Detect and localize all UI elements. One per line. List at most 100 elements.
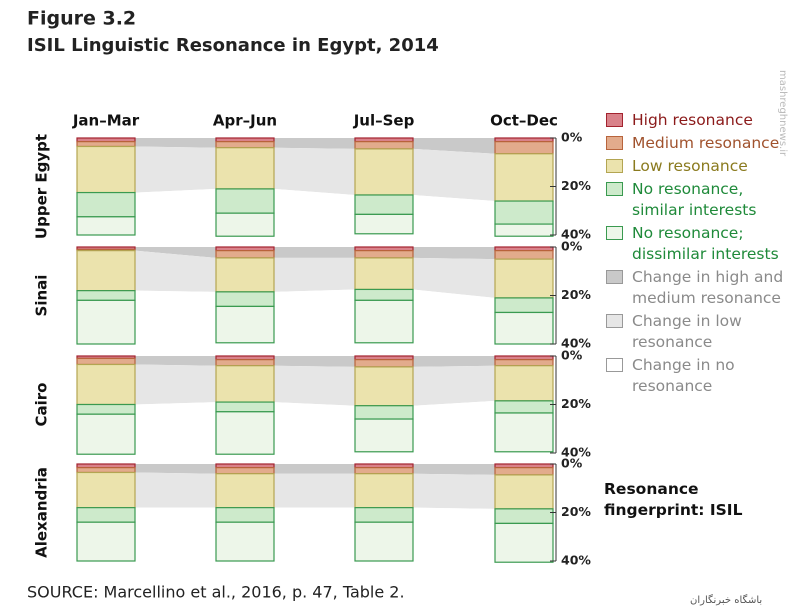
- legend-item: Change in no resonance: [604, 355, 794, 397]
- legend-swatch: [606, 314, 623, 328]
- change-band: [413, 138, 495, 154]
- bar-segment: [76, 357, 136, 366]
- bar-segment: [354, 141, 414, 150]
- bar-segment: [494, 258, 554, 299]
- change-band: [135, 188, 216, 237]
- bar-segment: [494, 412, 554, 453]
- legend-label: Low resonance: [632, 157, 748, 175]
- legend-swatch: [606, 136, 623, 150]
- change-band: [135, 364, 216, 405]
- change-band: [274, 464, 355, 474]
- legend-label: No resonance; dissimilar interests: [632, 224, 779, 263]
- change-band: [413, 356, 495, 367]
- change-band: [413, 464, 495, 475]
- bar-segment: [494, 141, 554, 155]
- panel-label: Alexandria: [33, 467, 51, 558]
- change-band: [135, 146, 216, 193]
- panel-label: Upper Egypt: [33, 134, 51, 239]
- change-band: [274, 473, 355, 508]
- legend-swatch: [606, 159, 623, 173]
- bar-segment: [215, 291, 275, 308]
- bar-segment: [215, 359, 275, 367]
- bar-segment: [215, 473, 275, 509]
- bar-segment: [354, 507, 414, 523]
- change-band: [413, 194, 495, 237]
- change-band: [413, 473, 495, 509]
- bar-segment: [76, 191, 136, 218]
- x-category-label: Jul–Sep: [353, 112, 415, 130]
- legend-item: Change in high and medium resonance: [604, 267, 794, 309]
- change-band: [135, 472, 216, 508]
- bar-segment: [215, 365, 275, 403]
- change-band: [413, 507, 495, 563]
- change-band: [274, 289, 355, 343]
- bar-segment: [354, 366, 414, 407]
- x-category-label: Jan–Mar: [72, 112, 140, 130]
- bar-segment: [76, 413, 136, 455]
- bar-segment: [494, 297, 554, 314]
- bar-segment: [354, 299, 414, 344]
- bar-segment: [76, 290, 136, 301]
- bar-segment: [76, 521, 136, 562]
- legend-label: High resonance: [632, 111, 753, 129]
- y-tick-label: 40%: [561, 336, 591, 351]
- bar-segment: [215, 401, 275, 413]
- y-tick-label: 20%: [561, 178, 591, 193]
- bar-segment: [76, 250, 136, 292]
- bar-segment: [354, 418, 414, 453]
- bar-segment: [76, 467, 136, 474]
- bar-segment: [215, 305, 275, 344]
- change-band: [135, 356, 216, 366]
- bar-segment: [76, 299, 136, 345]
- change-band: [413, 247, 495, 260]
- bar-segment: [215, 250, 275, 259]
- bar-segment: [215, 507, 275, 523]
- y-tick-label: 0%: [561, 239, 583, 254]
- figure-label: Figure 3.2: [27, 8, 136, 30]
- bar-segment: [494, 467, 554, 476]
- change-band: [135, 138, 216, 148]
- bar-segment: [494, 365, 554, 402]
- bar-segment: [76, 141, 136, 148]
- bar-segment: [494, 474, 554, 510]
- legend-label: Medium resonance: [632, 134, 780, 152]
- bar-segment: [215, 212, 275, 237]
- legend-item: Low resonance: [604, 156, 794, 177]
- legend: High resonance Medium resonance Low resona…: [604, 110, 794, 399]
- bar-segment: [76, 216, 136, 236]
- legend-item: Change in low resonance: [604, 311, 794, 353]
- bar-segment: [215, 147, 275, 190]
- change-band: [274, 138, 355, 149]
- watermark: باشگاه خبرنگاران: [690, 594, 762, 606]
- source: SOURCE: Marcellino et al., 2016, p. 47, …: [27, 583, 405, 602]
- change-band: [413, 257, 495, 298]
- y-tick-label: 20%: [561, 504, 591, 519]
- bar-segment: [494, 223, 554, 237]
- change-band: [135, 507, 216, 561]
- change-band: [413, 365, 495, 406]
- bar-segment: [215, 467, 275, 475]
- change-band: [274, 147, 355, 195]
- change-band: [413, 148, 495, 202]
- change-band: [274, 188, 355, 237]
- legend-label: No resonance, similar interests: [632, 180, 757, 219]
- bar-segment: [215, 141, 275, 149]
- change-band: [274, 402, 355, 455]
- legend-swatch: [606, 358, 623, 372]
- bar-segment: [354, 288, 414, 301]
- y-tick-label: 0%: [561, 130, 583, 145]
- bar-segment: [354, 405, 414, 420]
- bar-segment: [494, 522, 554, 563]
- bar-segment: [354, 213, 414, 235]
- bar-segment: [494, 153, 554, 202]
- bar-segment: [494, 508, 554, 525]
- bar-segment: [215, 521, 275, 562]
- bar-segment: [354, 473, 414, 509]
- bar-segment: [354, 521, 414, 562]
- bar-segment: [354, 194, 414, 215]
- legend-label: Change in no resonance: [632, 356, 735, 395]
- change-band: [135, 290, 216, 344]
- y-tick-label: 40%: [561, 445, 591, 460]
